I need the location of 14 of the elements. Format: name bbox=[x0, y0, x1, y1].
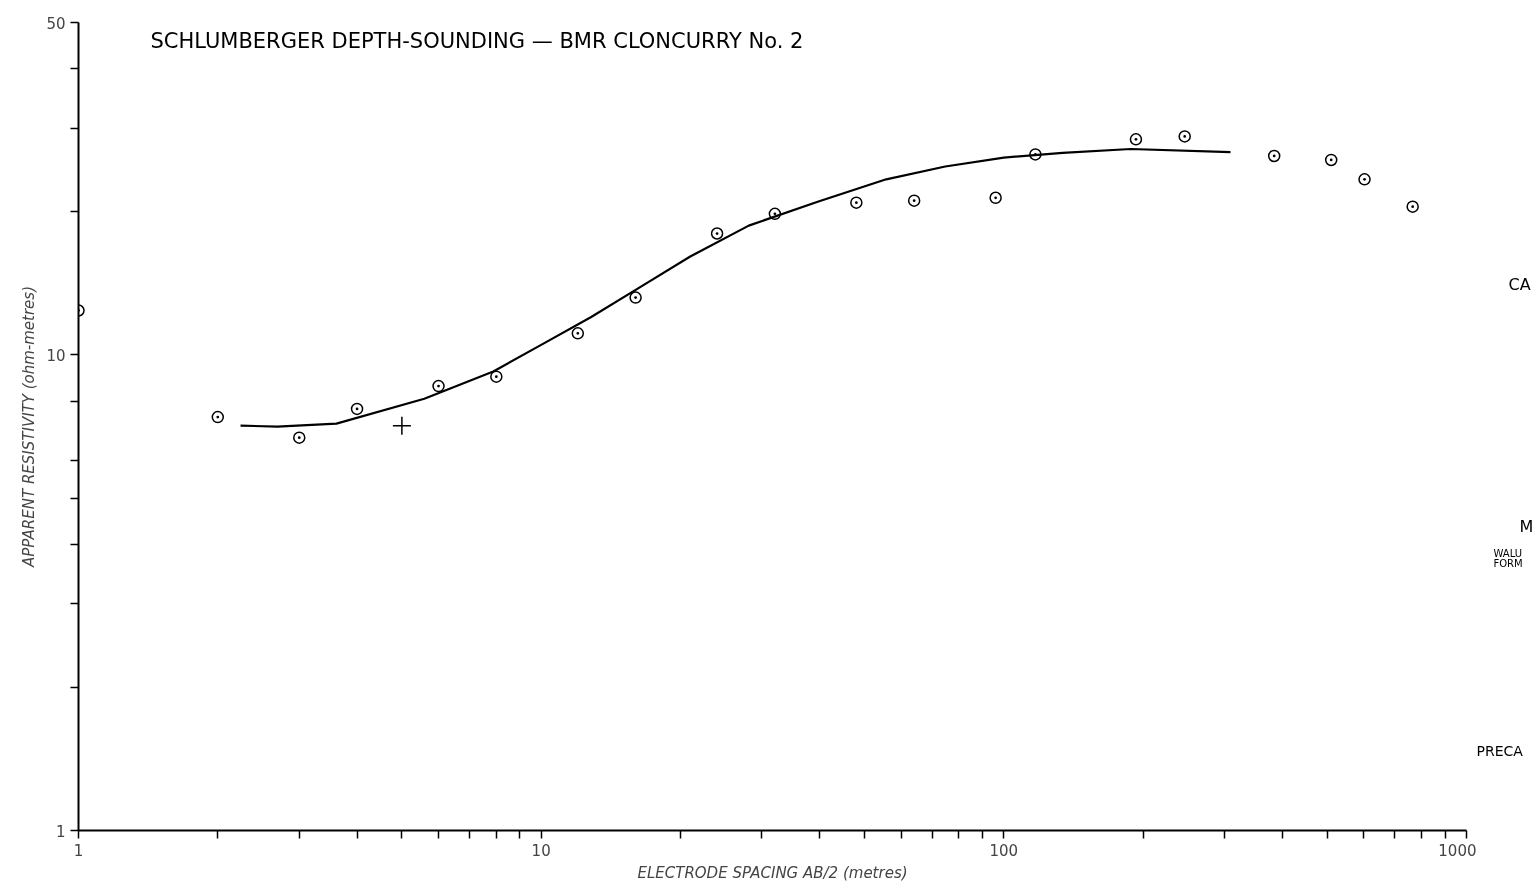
x-tick-label: 1000 bbox=[1438, 841, 1477, 860]
x-tick-label: 1 bbox=[73, 841, 84, 860]
x-tick-label: 100 bbox=[989, 841, 1019, 860]
text: PRECA bbox=[1476, 742, 1524, 759]
x-axis-title: ELECTRODE SPACING AB/2 (metres) bbox=[637, 863, 908, 882]
y-axis-title: APPARENT RESISTIVITY (ohm-metres) bbox=[20, 286, 39, 568]
y-tick-label: 1 bbox=[55, 822, 66, 841]
text: CA bbox=[1508, 275, 1531, 295]
text: M bbox=[1519, 516, 1534, 536]
chart-title: SCHLUMBERGER DEPTH-SOUNDING — BMR CLONCURRY No. 2 bbox=[150, 28, 804, 53]
y-tick-label: 10 bbox=[46, 346, 66, 365]
y-tick-label: 50 bbox=[46, 14, 66, 33]
x-tick-label: 10 bbox=[531, 841, 551, 860]
text: WALU FORM bbox=[1493, 548, 1523, 570]
